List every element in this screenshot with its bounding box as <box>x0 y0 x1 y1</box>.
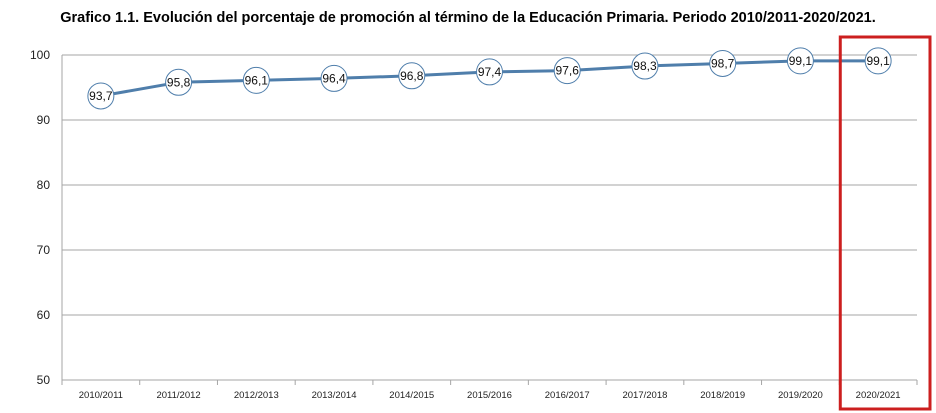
data-point-marker <box>864 47 892 75</box>
data-point-marker <box>631 52 659 80</box>
y-tick-label: 70 <box>37 243 51 257</box>
y-tick-label: 100 <box>30 48 50 62</box>
data-point-marker <box>87 82 115 110</box>
y-tick-label: 50 <box>37 373 51 387</box>
data-label: 98,3 <box>633 59 657 73</box>
data-label: 98,7 <box>711 56 735 70</box>
data-label: 97,6 <box>556 64 580 78</box>
data-point-marker <box>476 58 503 86</box>
y-axis-tick-labels: 50 60 70 80 90 100 <box>30 48 50 387</box>
x-tick-label: 2019/2020 <box>778 390 823 401</box>
highlight-box <box>838 35 932 411</box>
data-point-marker <box>709 49 737 77</box>
data-point-marker <box>165 68 193 96</box>
highlight-box-group <box>838 35 932 411</box>
data-label: 96,4 <box>322 71 346 85</box>
data-label: 99,1 <box>866 54 890 68</box>
x-tick-label: 2014/2015 <box>389 390 434 401</box>
data-point-marker <box>553 57 581 85</box>
x-axis-tick-labels: 2010/2011 2011/2012 2012/2013 2013/2014 2014… <box>79 390 901 401</box>
data-label: 95,8 <box>167 75 191 89</box>
y-tick-label: 60 <box>37 308 51 322</box>
x-tick-label: 2010/2011 <box>79 390 123 401</box>
x-tick-label: 2017/2018 <box>622 390 667 401</box>
y-tick-label: 80 <box>37 178 51 192</box>
data-point-marker <box>786 47 814 75</box>
x-tick-label: 2011/2012 <box>156 390 200 401</box>
x-tick-label: 2013/2014 <box>312 390 357 401</box>
axes <box>61 55 918 385</box>
x-tick-label: 2016/2017 <box>545 390 590 401</box>
data-label: 99,1 <box>789 54 813 68</box>
gridlines <box>62 54 917 381</box>
data-label: 96,8 <box>400 69 424 83</box>
data-point-marker <box>398 62 426 90</box>
x-tick-label: 2018/2019 <box>700 390 745 401</box>
data-label: 93,7 <box>89 89 113 103</box>
x-tick-label: 2012/2013 <box>234 390 279 401</box>
data-label: 96,1 <box>245 73 269 87</box>
data-point-marker <box>242 66 270 94</box>
data-label: 97,4 <box>478 65 502 79</box>
x-tick-label: 2015/2016 <box>467 390 512 401</box>
data-points: 93,7 95,8 96,1 96,4 96,8 97,4 97,6 98,3 98,7 99,1… <box>87 47 892 110</box>
x-tick-label: 2020/2021 <box>856 390 901 401</box>
data-point-marker <box>320 64 348 92</box>
chart-title: Grafico 1.1. Evolución del porcentaje de… <box>60 10 876 26</box>
y-tick-label: 90 <box>37 113 51 127</box>
